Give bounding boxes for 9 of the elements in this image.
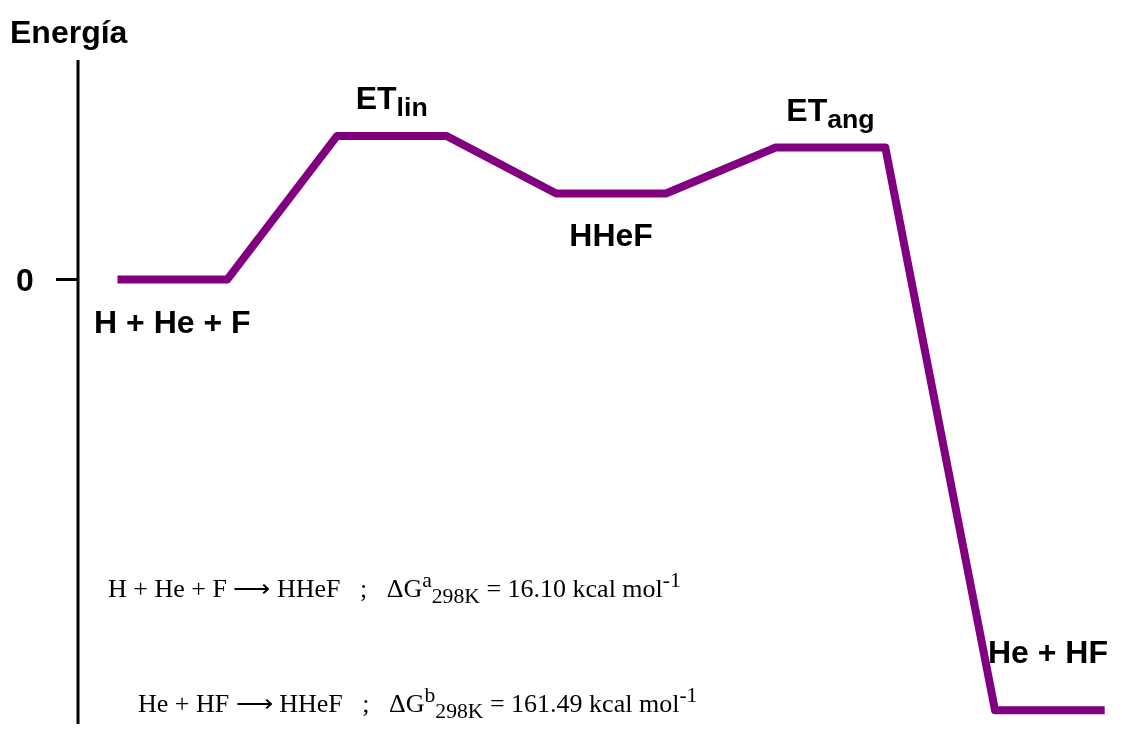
annotation: H + He + F ⟶ HHeF ; ΔG$^{a}$$_{298K}$ = 16.10 kcal mol$^{-1}$ (108, 568, 681, 609)
annotation: ET$_{ang}$ (785, 90, 876, 136)
y-axis-title: Energía (10, 14, 128, 51)
text: 0 (16, 260, 34, 300)
annotation: ET$_{lin}$ (354, 79, 429, 125)
annotation: He + HF (986, 633, 1108, 673)
annotation: HHeF (568, 216, 654, 256)
annotation: H + He + F (93, 302, 252, 342)
annotation: He + HF ⟶ HHeF ; ΔG$^{b}$$_{298K}$ = 161.49 kcal mol$^{-1}$ (138, 683, 698, 724)
